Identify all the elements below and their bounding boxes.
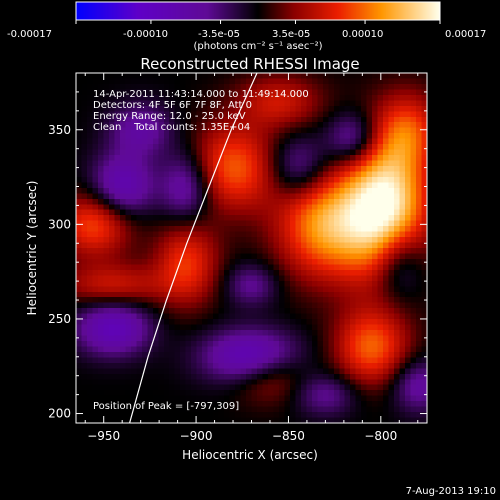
energy-range-annotation: Energy Range: 12.0 - 25.0 keV xyxy=(93,111,246,122)
colorbar-tick-label: -0.00017 xyxy=(7,29,52,40)
x-axis-label: Heliocentric X (arcsec) xyxy=(182,448,318,462)
y-axis-label: Heliocentric Y (arcsec) xyxy=(25,181,39,316)
y-tick-label: 300 xyxy=(48,217,71,231)
chart-title: Reconstructed RHESSI Image xyxy=(140,55,359,73)
y-tick-label: 350 xyxy=(48,123,71,137)
x-tick-label: −900 xyxy=(180,429,213,443)
y-tick-label: 200 xyxy=(48,407,71,421)
x-tick-label: −950 xyxy=(87,429,120,443)
colorbar: -0.00017 -0.00010 -3.5e-05 3.5e-05 0.000… xyxy=(7,1,486,52)
peak-position-annotation: Position of Peak = [-797,309] xyxy=(93,401,239,412)
solar-limb-curve xyxy=(129,73,258,423)
axis-ticks: −950 −900 −850 −800 200 250 300 350 xyxy=(48,72,427,443)
colorbar-tick-label: -3.5e-05 xyxy=(198,29,240,40)
colorbar-tick-label: 0.00017 xyxy=(445,29,486,40)
time-range-annotation: 14-Apr-2011 11:43:14.000 to 11:49:14.000 xyxy=(93,89,309,100)
colorbar-unit-label: (photons cm⁻² s⁻¹ asec⁻²) xyxy=(193,41,322,52)
timestamp: 7-Aug-2013 19:10 xyxy=(406,486,496,497)
heatmap-image xyxy=(76,73,427,423)
clean-counts-annotation: Clean Total counts: 1.35E+04 xyxy=(93,122,250,133)
colorbar-tick-label: 3.5e-05 xyxy=(272,29,310,40)
colorbar-ticks xyxy=(75,20,441,24)
colorbar-tick-label: -0.00010 xyxy=(123,29,168,40)
x-tick-label: −800 xyxy=(364,429,397,443)
colorbar-gradient xyxy=(76,2,440,20)
detectors-annotation: Detectors: 4F 5F 6F 7F 8F, Att 0 xyxy=(93,100,252,111)
x-tick-label: −850 xyxy=(272,429,305,443)
colorbar-tick-label: 0.00010 xyxy=(342,29,383,40)
y-tick-label: 250 xyxy=(48,312,71,326)
